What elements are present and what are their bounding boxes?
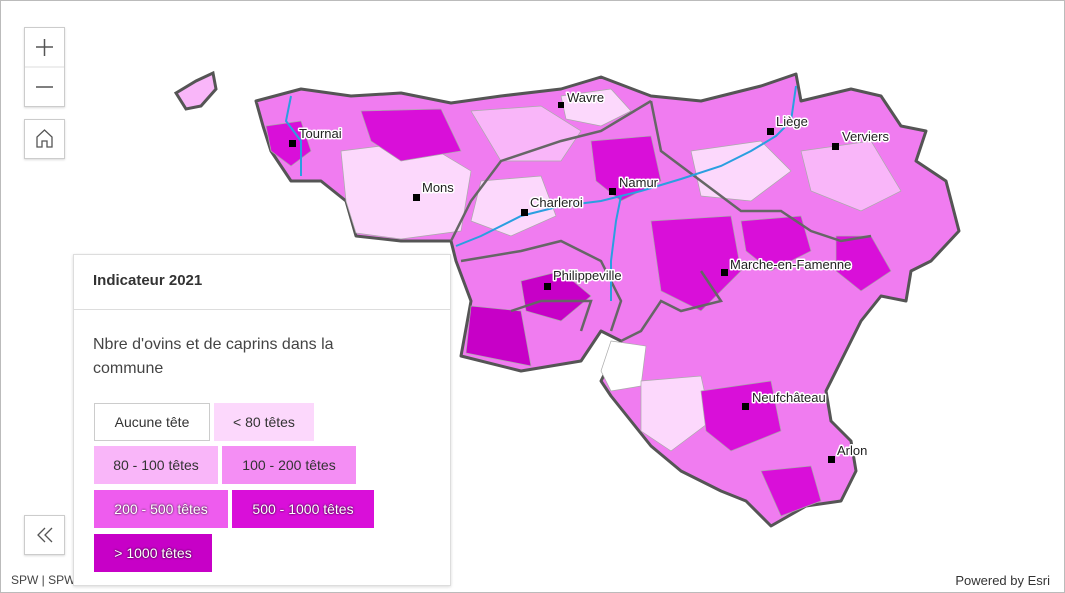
commune: [470, 105, 582, 162]
attribution: SPW | SPW: [11, 573, 76, 587]
commune: [690, 140, 792, 202]
legend-description: Nbre d'ovins et de caprins dans la commu…: [93, 336, 334, 377]
border: [510, 299, 593, 332]
city-marker: [609, 188, 616, 195]
city-marker: [767, 128, 774, 135]
legend-item: Aucune tête: [94, 403, 210, 441]
commune: [640, 375, 712, 452]
zoom-controls: [24, 27, 65, 107]
city-marker: [832, 143, 839, 150]
city-marker: [828, 456, 835, 463]
city-label: Verviers: [842, 129, 889, 144]
home-button[interactable]: [24, 119, 65, 159]
legend-title: Indicateur 2021: [93, 272, 203, 289]
zoom-in[interactable]: [25, 28, 64, 67]
border: [460, 239, 623, 332]
border: [620, 270, 724, 343]
city-label: Marche-en-Famenne: [730, 257, 851, 272]
home-icon: [36, 129, 53, 148]
city-label: Philippeville: [553, 268, 622, 283]
city-label: Liège: [776, 114, 808, 129]
city-labels: Wavre Tournai Liège Verviers Mons Namur …: [289, 89, 891, 463]
legend-item: 80 - 100 têtes: [94, 446, 218, 484]
legend-item: < 80 têtes: [214, 403, 314, 441]
city-marker: [742, 403, 749, 410]
commune: [800, 140, 902, 212]
zoom-out[interactable]: [25, 68, 64, 106]
city-marker: [558, 102, 564, 108]
city-label: Mons: [422, 180, 454, 195]
legend-item: 500 - 1000 têtes: [232, 490, 374, 528]
city-marker: [413, 194, 420, 201]
commune: [600, 340, 647, 392]
commune: [700, 380, 782, 452]
legend-panel: Indicateur 2021 Nbre d'ovins et de capri…: [73, 254, 451, 586]
commune: [470, 175, 557, 237]
commune: [560, 88, 632, 127]
powered-by: Powered by Esri: [955, 573, 1050, 588]
river: [455, 85, 797, 247]
city-label: Neufchâteau: [752, 390, 826, 405]
river: [284, 95, 302, 176]
separator: [74, 309, 450, 310]
legend-item: > 1000 têtes: [94, 534, 212, 572]
zoom-icons: [25, 28, 64, 106]
city-marker: [521, 209, 528, 216]
city-marker: [721, 269, 728, 276]
collapse-button[interactable]: [24, 515, 65, 555]
collapse-icon: [37, 527, 53, 543]
city-label: Namur: [619, 175, 659, 190]
region-island: [173, 70, 218, 111]
legend-item: 100 - 200 têtes: [222, 446, 356, 484]
legend-item: 200 - 500 têtes: [94, 490, 228, 528]
rivers: [284, 85, 797, 301]
border: [649, 100, 872, 243]
communes: [173, 70, 961, 528]
river: [610, 195, 622, 301]
border: [449, 99, 652, 242]
city-label: Charleroi: [530, 195, 583, 210]
commune: [360, 108, 462, 162]
province-borders: [449, 99, 872, 343]
commune: [760, 465, 822, 517]
city-label: Arlon: [837, 443, 867, 458]
city-label: Tournai: [299, 126, 342, 141]
city-label: Wavre: [567, 90, 604, 105]
city-marker: [289, 140, 296, 147]
commune: [465, 305, 532, 367]
commune: [650, 215, 742, 312]
city-marker: [544, 283, 551, 290]
